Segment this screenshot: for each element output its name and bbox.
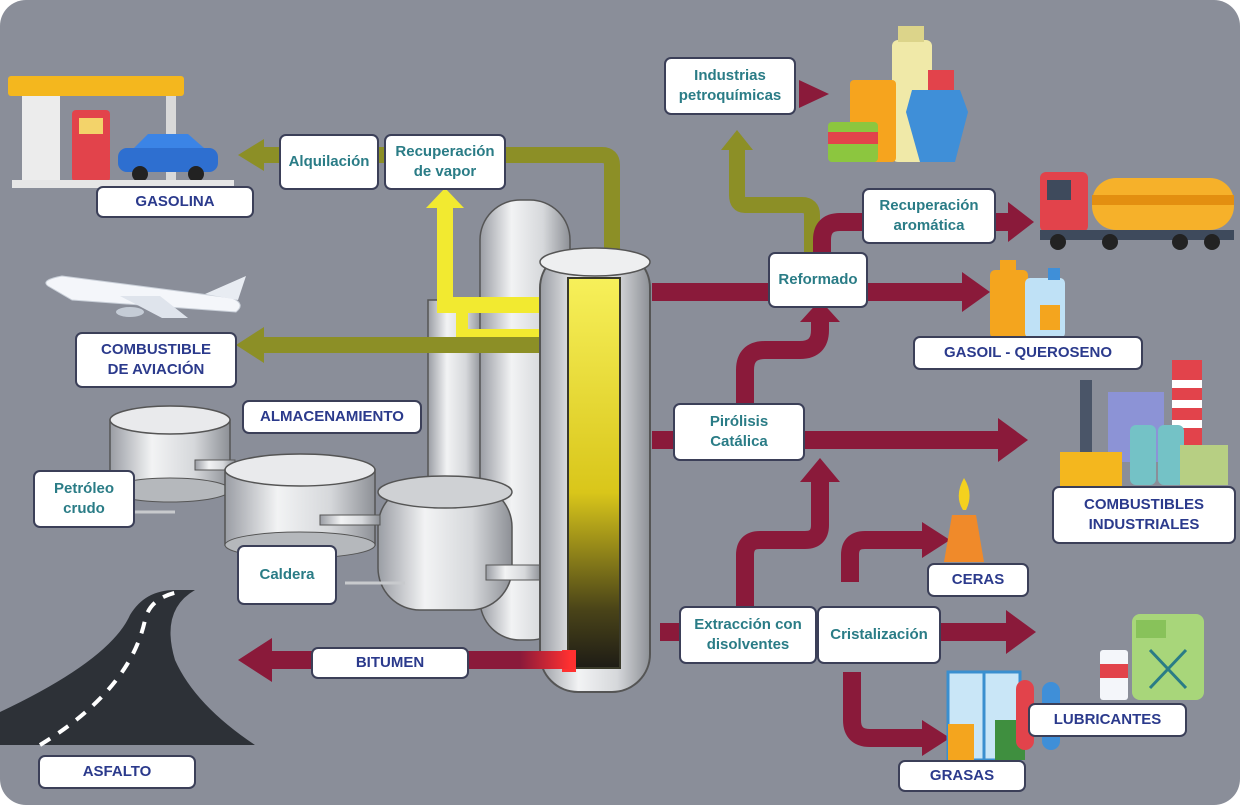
- process-label-industrias-petroquimicas: Industrias petroquímicas: [664, 57, 796, 115]
- road-icon: [0, 590, 255, 747]
- bitumen-hot-tip: [520, 651, 570, 669]
- process-label-cristalizacion: Cristalización: [817, 606, 941, 664]
- process-label-alquilacion: Alquilación: [279, 134, 379, 190]
- chemical-bottles-icon: [828, 26, 968, 162]
- airplane-icon: [45, 275, 246, 318]
- process-label-reformado: Reformado: [768, 252, 868, 308]
- process-label-recuperacion-aromatica: Recuperación aromática: [862, 188, 996, 244]
- red-arrowheads: [238, 80, 1036, 756]
- product-label-combustibles-industriales: COMBUSTIBLES INDUSTRIALES: [1052, 486, 1236, 544]
- product-label-grasas: GRASAS: [898, 760, 1026, 792]
- lubricant-jerrycan-icon: [1100, 614, 1204, 700]
- olive-flows: [262, 147, 820, 353]
- product-label-bitumen: BITUMEN: [311, 647, 469, 679]
- product-label-gasoil-queroseno: GASOIL - QUEROSENO: [913, 336, 1143, 370]
- factory-icon: [1060, 360, 1228, 486]
- candle-icon: [944, 478, 984, 562]
- process-label-recuperacion-vapor: Recuperación de vapor: [384, 134, 506, 190]
- product-label-combustible-aviacion: COMBUSTIBLE DE AVIACIÓN: [75, 332, 237, 388]
- process-label-extraccion-disolventes: Extracción con disolventes: [679, 606, 817, 664]
- process-label-pirolisis-catalitica: Pirólisis Catálica: [673, 403, 805, 461]
- tanker-truck-icon: [1040, 172, 1234, 250]
- olive-arrowheads: [236, 130, 753, 363]
- product-label-asfalto: ASFALTO: [38, 755, 196, 789]
- storage-tank-icon: [109, 405, 405, 585]
- product-label-ceras: CERAS: [927, 563, 1029, 597]
- product-label-lubricantes: LUBRICANTES: [1028, 703, 1187, 737]
- product-label-gasolina: GASOLINA: [96, 186, 254, 218]
- label-petroleo-crudo: Petróleo crudo: [33, 470, 135, 528]
- distillation-column-icon: [539, 247, 651, 693]
- label-caldera: Caldera: [237, 545, 337, 605]
- fuel-cans-icon: [990, 260, 1065, 338]
- label-almacenamiento: ALMACENAMIENTO: [242, 400, 422, 434]
- gas-station-icon: [8, 76, 234, 188]
- vapor-pipes: [426, 188, 575, 341]
